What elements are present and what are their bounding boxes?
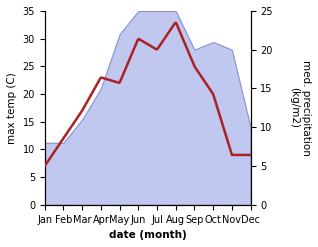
- Y-axis label: med. precipitation
(kg/m2): med. precipitation (kg/m2): [289, 60, 311, 156]
- Y-axis label: max temp (C): max temp (C): [7, 72, 17, 144]
- X-axis label: date (month): date (month): [109, 230, 187, 240]
